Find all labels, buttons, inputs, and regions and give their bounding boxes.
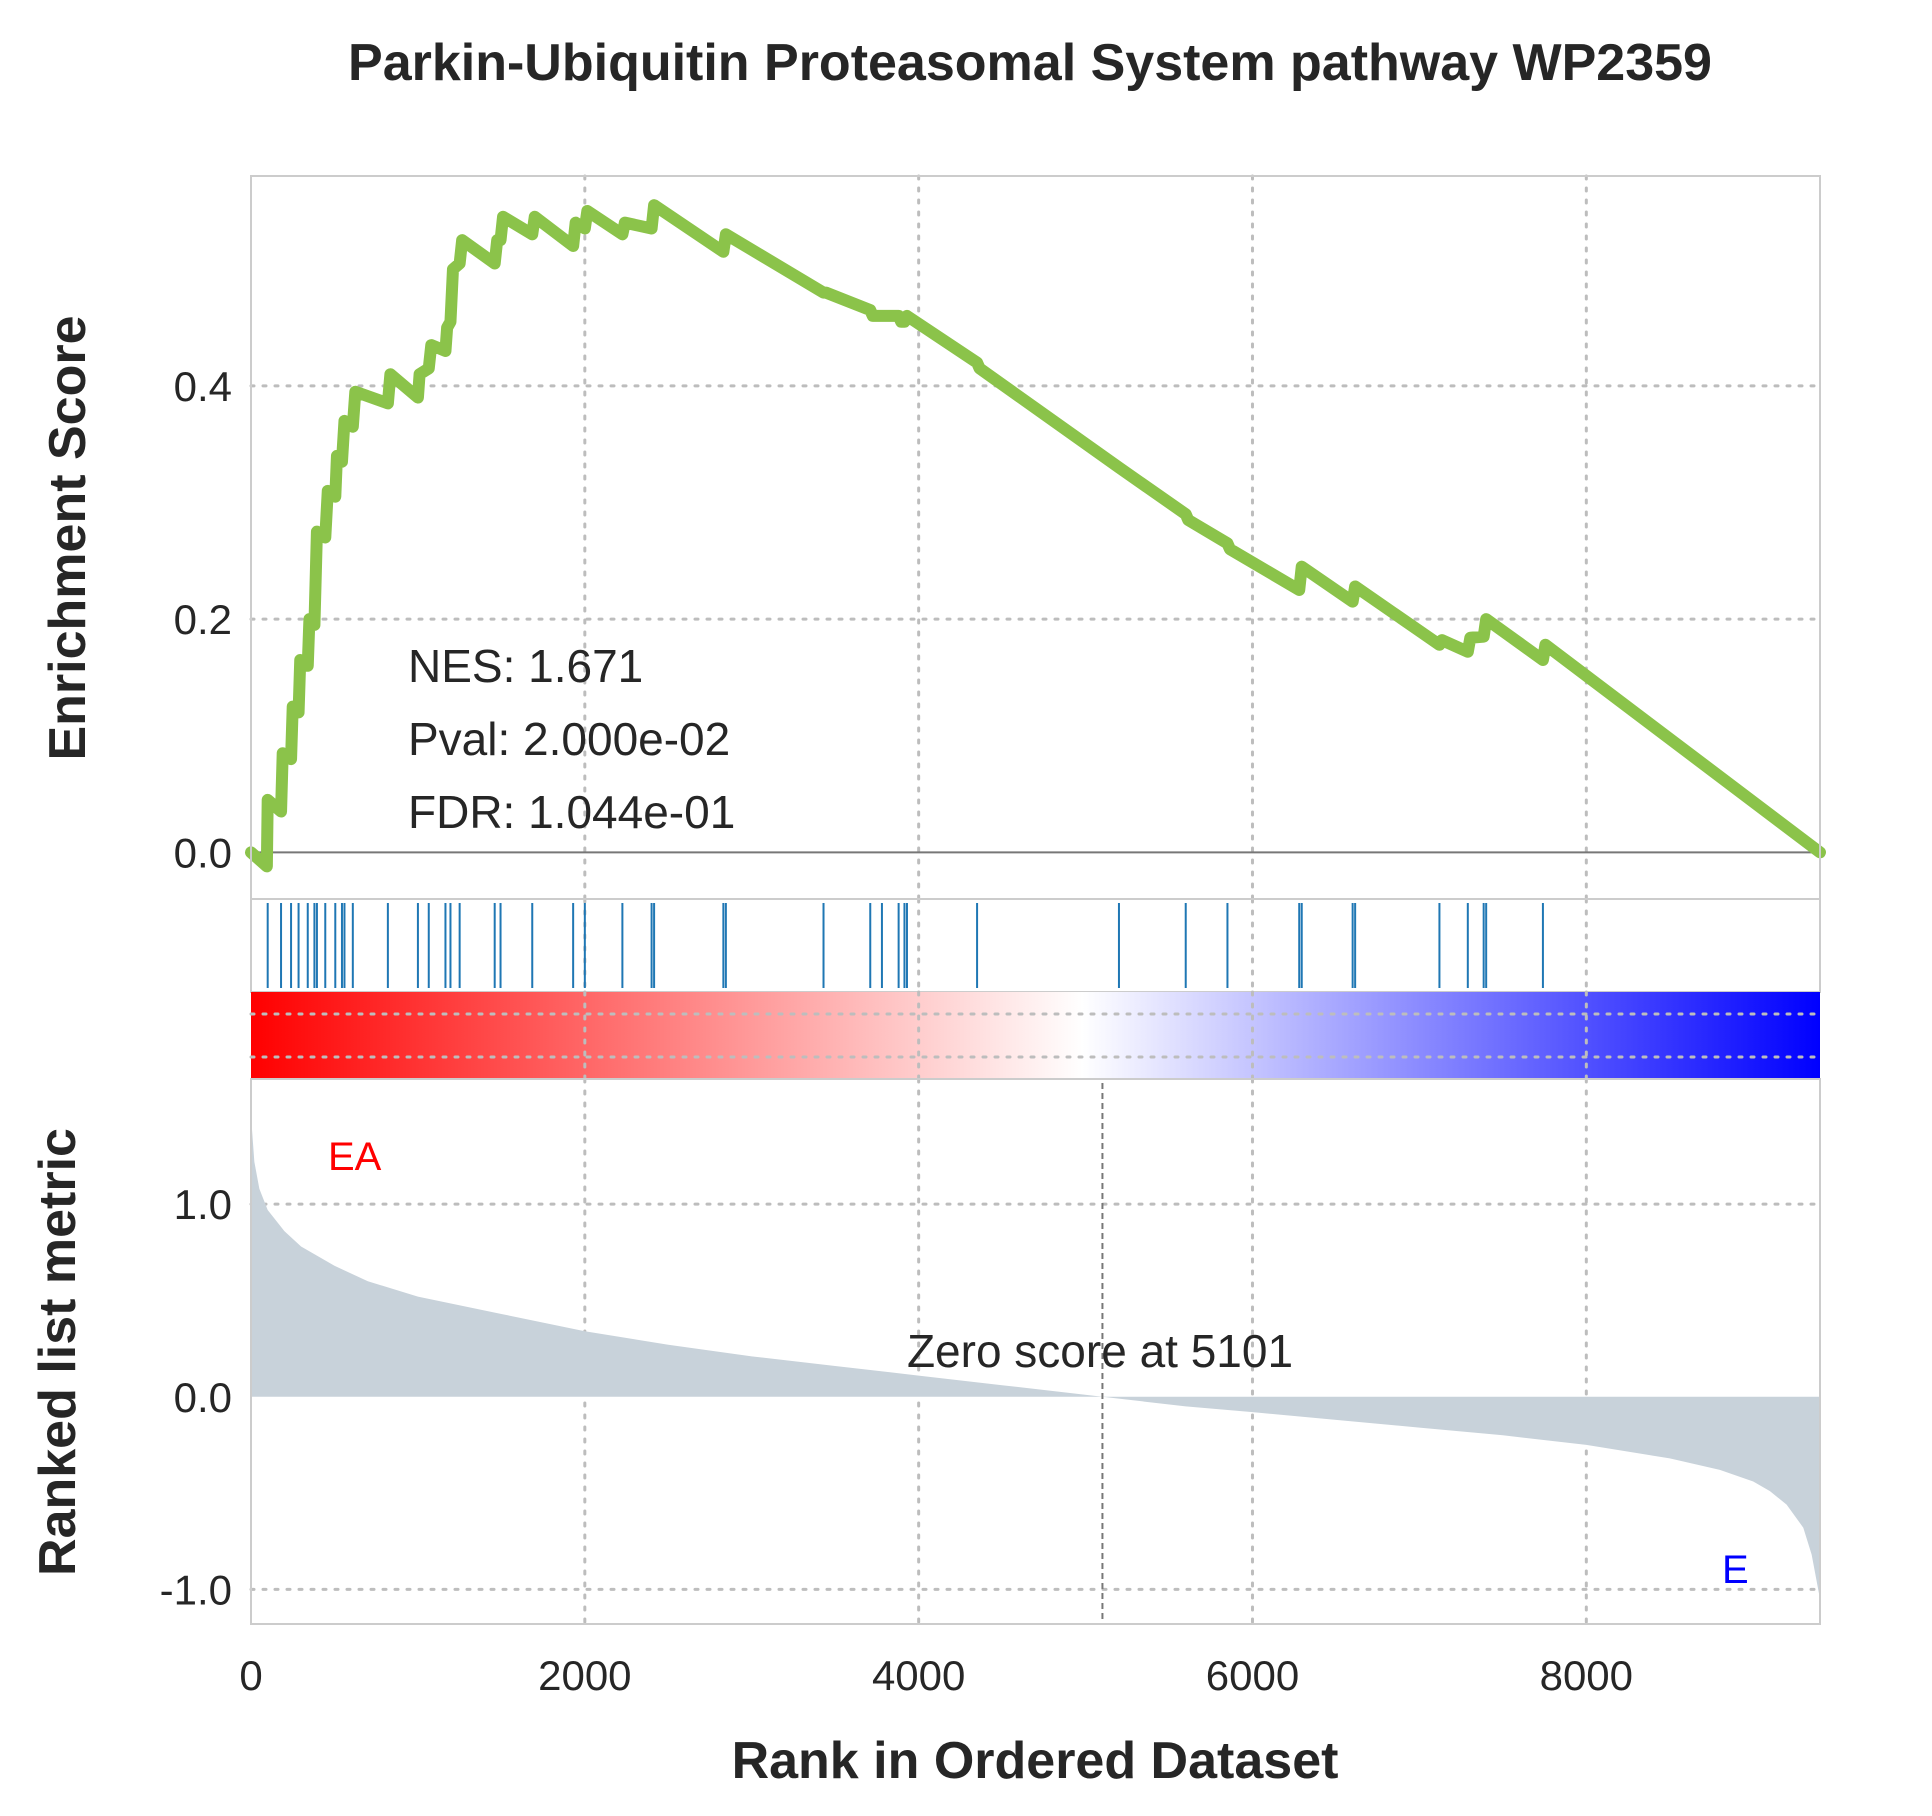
metric-panel: -1.0 0.0 1.0 Zero score at 5101 EA E Ranke… — [29, 1077, 1822, 1626]
hits-frame — [250, 898, 1821, 993]
fdr-stat: FDR: 1.044e-01 — [408, 786, 735, 838]
metric-frame — [250, 1078, 1821, 1625]
enrichment-panel: 0.0 0.2 0.4 Enrichment Score NES: 1.671 Pv… — [39, 174, 1826, 901]
metric-grid — [249, 1077, 1822, 1626]
x-tick-label: 2000 — [538, 1652, 631, 1699]
metric-y-ticks: -1.0 0.0 1.0 — [160, 1181, 232, 1613]
enrichment-y-ticks: 0.0 0.2 0.4 — [174, 363, 232, 876]
x-axis-ticks: 0 2000 4000 6000 8000 — [239, 1652, 1633, 1699]
metric-y-tick-label: 1.0 — [174, 1181, 232, 1228]
enrichment-score-label: Enrichment Score — [39, 315, 97, 760]
positive-group-label: EA — [328, 1135, 382, 1179]
running-enrichment-score-line — [245, 199, 1826, 873]
ranked-metric-area — [251, 1084, 1820, 1599]
colorbar-grid — [249, 990, 1822, 1081]
negative-group-label: E — [1722, 1548, 1749, 1592]
enrichment-y-tick-label: 0.4 — [174, 363, 232, 410]
x-tick-label: 4000 — [872, 1652, 965, 1699]
enrichment-y-tick-label: 0.0 — [174, 829, 232, 876]
rank-colorbar — [249, 990, 1822, 1081]
metric-y-tick-label: -1.0 — [160, 1566, 232, 1613]
zero-score-annotation: Zero score at 5101 — [907, 1325, 1293, 1377]
rank-gradient-bar — [251, 992, 1820, 1079]
pval-stat: Pval: 2.000e-02 — [408, 713, 730, 765]
ranked-list-metric-label: Ranked list metric — [29, 1128, 87, 1576]
nes-stat: NES: 1.671 — [408, 640, 643, 692]
chart-title: Parkin-Ubiquitin Proteasomal System path… — [348, 34, 1712, 92]
enrichment-y-tick-label: 0.2 — [174, 596, 232, 643]
x-axis-title: Rank in Ordered Dataset — [732, 1732, 1339, 1790]
gene-hit-marks — [266, 903, 1544, 988]
x-tick-label: 0 — [239, 1652, 262, 1699]
hits-panel — [250, 897, 1821, 994]
x-tick-label: 8000 — [1540, 1652, 1633, 1699]
x-tick-label: 6000 — [1206, 1652, 1299, 1699]
hits-grid — [583, 897, 1588, 994]
metric-y-tick-label: 0.0 — [174, 1374, 232, 1421]
enrichment-grid — [249, 174, 1822, 901]
